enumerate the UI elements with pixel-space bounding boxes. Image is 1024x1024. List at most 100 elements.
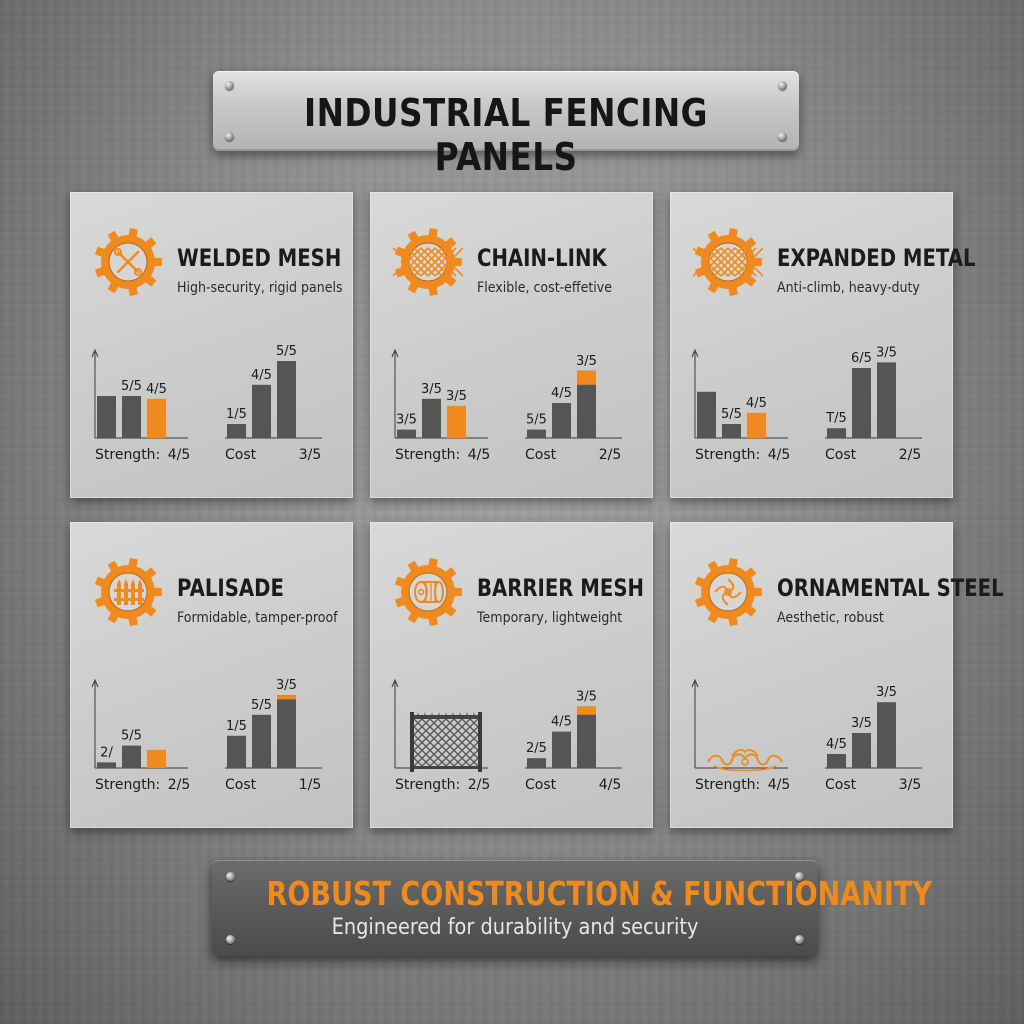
bar-value-label: 5/5 — [721, 407, 742, 422]
group-label: Strength: — [95, 447, 160, 463]
chart-bar — [552, 731, 571, 768]
ornamental-scroll-icon — [694, 558, 762, 626]
group-total-label: 2/5 — [899, 447, 922, 463]
group-label: Cost — [525, 447, 557, 463]
y-axis-arrow — [91, 348, 99, 358]
panel-subtitle: Aesthetic, robust — [777, 610, 884, 626]
group-total-label: 2/5 — [599, 447, 622, 463]
group-total-label: 2/5 — [168, 777, 191, 793]
panel-title: PALISADE — [177, 574, 284, 602]
bolt-icon — [226, 935, 235, 944]
bar-value-label: 2/ — [100, 745, 113, 760]
panel-title: WELDED MESH — [177, 244, 342, 272]
group-total-label: 3/5 — [899, 777, 922, 793]
group-label: Cost — [225, 777, 257, 793]
bar-value-label: 4/5 — [826, 737, 847, 752]
panel-ornamental-steel: ORNAMENTAL STEEL Aesthetic, robust Stren… — [670, 522, 1004, 828]
chart-bar — [227, 424, 246, 438]
rating-chart: 5/5 4/5 Strength: 4/5 1/5 4/5 5/5 Cost 3/5 — [91, 344, 322, 463]
gear-glyph — [414, 581, 444, 603]
group-total-label: 4/5 — [168, 447, 191, 463]
footer-title: ROBUST CONSTRUCTION & FUNCTIONANITY — [266, 874, 932, 913]
bar-value-label: 2/5 — [526, 741, 547, 756]
chart-bar — [552, 403, 571, 438]
bar-value-label: 5/5 — [276, 344, 297, 359]
gear-glyph — [714, 578, 742, 606]
bar-value-label: T/5 — [825, 411, 847, 426]
panel-subtitle: Formidable, tamper-proof — [177, 610, 338, 626]
group-label: Strength: — [95, 777, 160, 793]
bar-value-label: 4/5 — [146, 382, 167, 397]
chart-bar — [277, 695, 296, 768]
group-total-label: 3/5 — [299, 447, 322, 463]
bar-value-label: 6/5 — [851, 351, 872, 366]
group-label: Cost — [825, 777, 857, 793]
diamond-mesh-icon — [693, 228, 763, 296]
chart-bar — [827, 754, 846, 768]
ornamental-scroll-illustration — [707, 749, 783, 772]
panel-title: CHAIN-LINK — [477, 244, 607, 272]
bar-value-label: 3/5 — [576, 689, 597, 704]
chart-bar — [277, 361, 296, 438]
footer-plate: ROBUST CONSTRUCTION & FUNCTIONANITY Engi… — [212, 860, 932, 956]
chart-bar — [252, 384, 271, 438]
crossed-tools-icon — [94, 228, 162, 296]
bar-value-label: 3/5 — [446, 389, 467, 404]
group-label: Cost — [525, 777, 557, 793]
page-title: INDUSTRIAL FENCING PANELS — [304, 91, 708, 179]
bolt-icon — [226, 872, 235, 881]
panel-title: BARRIER MESH — [477, 574, 644, 602]
bolt-icon — [778, 81, 787, 90]
bar-value-label: 4/5 — [746, 396, 767, 411]
group-label: Strength: — [695, 447, 760, 463]
y-axis-arrow — [91, 678, 99, 688]
chart-bar — [252, 714, 271, 768]
bar-value-label: 4/5 — [551, 386, 572, 401]
bolt-icon — [795, 872, 804, 881]
mesh-roll-icon — [394, 558, 462, 626]
group-total-label: 4/5 — [599, 777, 622, 793]
rating-chart: 2/5/5 Strength: 2/5 1/5 5/5 3/5 Cost 1/5 — [91, 678, 322, 793]
group-total-label: 4/5 — [768, 447, 791, 463]
diamond-mesh-icon — [393, 228, 463, 296]
chart-bar — [577, 370, 596, 438]
chart-bar-accent-cap — [577, 706, 596, 715]
chart-bar — [877, 362, 896, 438]
y-axis-arrow — [391, 348, 399, 358]
bar-value-label: 5/5 — [251, 698, 272, 713]
chart-bar — [697, 391, 716, 438]
bar-value-label: 5/5 — [121, 379, 142, 394]
rating-chart: 3/5 3/5 3/5 Strength: 4/5 5/5 4/5 3/5 Cost 2/5 — [391, 348, 622, 463]
rating-chart: Strength: 2/5 2/5 4/5 3/5 Cost 4/5 — [391, 678, 622, 793]
bolt-icon — [778, 132, 787, 141]
panel-title: EXPANDED METAL — [777, 244, 976, 272]
panel-welded-mesh: WELDED MESH High-security, rigid panels … — [70, 192, 353, 498]
bolt-icon — [225, 132, 234, 141]
chart-bar — [122, 745, 141, 768]
panel-title: ORNAMENTAL STEEL — [777, 574, 1004, 602]
chart-bar — [397, 429, 416, 438]
bar-value-label: 5/5 — [526, 413, 547, 428]
chart-bar — [147, 749, 166, 768]
chart-bar — [97, 396, 116, 438]
chart-bar — [722, 424, 741, 438]
panel-subtitle: Flexible, cost-effetive — [477, 280, 613, 296]
chart-bar — [877, 702, 896, 768]
palisade-fence-icon — [94, 558, 162, 626]
group-label: Cost — [225, 447, 257, 463]
chart-bar-accent-cap — [577, 370, 596, 385]
chart-bar — [97, 762, 116, 768]
group-label: Cost — [825, 447, 857, 463]
rating-chart: Strength: 4/5 4/5 3/5 3/5 Cost 3/5 — [691, 678, 922, 793]
y-axis-arrow — [691, 678, 699, 688]
title-plate: INDUSTRIAL FENCING PANELS — [213, 71, 799, 179]
bar-value-label: 3/5 — [276, 678, 297, 693]
group-total-label: 4/5 — [768, 777, 791, 793]
chart-bar — [827, 428, 846, 438]
bar-value-label: 3/5 — [851, 716, 872, 731]
panel-subtitle: Temporary, lightweight — [477, 610, 623, 626]
group-label: Strength: — [695, 777, 760, 793]
bolt-icon — [225, 81, 234, 90]
chart-bar — [227, 735, 246, 768]
y-axis-arrow — [691, 348, 699, 358]
